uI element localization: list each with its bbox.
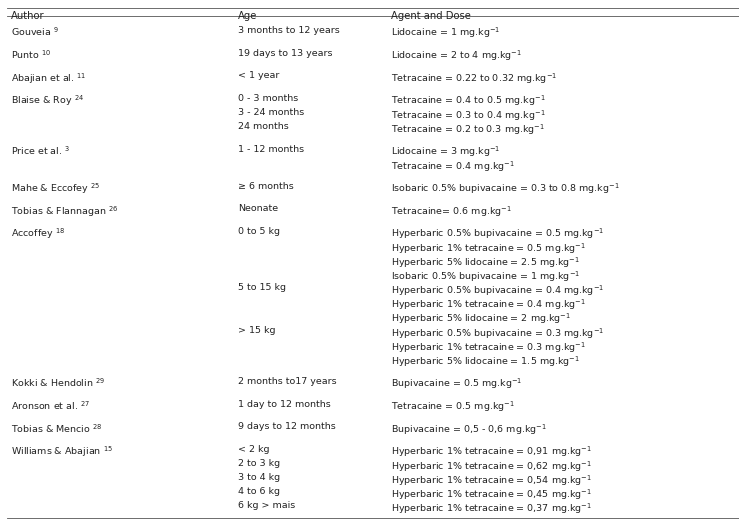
- Text: < 2 kg: < 2 kg: [238, 445, 269, 454]
- Text: 2 months to17 years: 2 months to17 years: [238, 377, 336, 386]
- Text: 19 days to 13 years: 19 days to 13 years: [238, 48, 332, 57]
- Text: 9 days to 12 months: 9 days to 12 months: [238, 422, 336, 431]
- Text: Tetracaine = 0.22 to 0.32 mg.kg$^{-1}$: Tetracaine = 0.22 to 0.32 mg.kg$^{-1}$: [391, 71, 557, 86]
- Text: Williams & Abajian $^{15}$: Williams & Abajian $^{15}$: [11, 445, 113, 459]
- Text: Tetracaine = 0.3 to 0.4 mg.kg$^{-1}$: Tetracaine = 0.3 to 0.4 mg.kg$^{-1}$: [391, 108, 546, 123]
- Text: Bupivacaine = 0.5 mg.kg$^{-1}$: Bupivacaine = 0.5 mg.kg$^{-1}$: [391, 377, 523, 391]
- Text: Aronson et al. $^{27}$: Aronson et al. $^{27}$: [11, 400, 90, 412]
- Text: Hyperbaric 5% lidocaine = 2 mg.kg$^{-1}$: Hyperbaric 5% lidocaine = 2 mg.kg$^{-1}$: [391, 312, 571, 326]
- Text: Author: Author: [11, 12, 45, 22]
- Text: Tetracaine = 0.5 mg.kg$^{-1}$: Tetracaine = 0.5 mg.kg$^{-1}$: [391, 400, 515, 414]
- Text: Hyperbaric 1% tetracaine = 0,45 mg.kg$^{-1}$: Hyperbaric 1% tetracaine = 0,45 mg.kg$^{…: [391, 487, 592, 502]
- Text: Abajian et al. $^{11}$: Abajian et al. $^{11}$: [11, 71, 87, 86]
- Text: Tetracaine= 0.6 mg.kg$^{-1}$: Tetracaine= 0.6 mg.kg$^{-1}$: [391, 204, 513, 219]
- Text: Hyperbaric 1% tetracaine = 0,54 mg.kg$^{-1}$: Hyperbaric 1% tetracaine = 0,54 mg.kg$^{…: [391, 473, 592, 488]
- Text: 24 months: 24 months: [238, 122, 289, 131]
- Text: Price et al. $^{3}$: Price et al. $^{3}$: [11, 145, 70, 157]
- Text: Tetracaine = 0.4 mg.kg$^{-1}$: Tetracaine = 0.4 mg.kg$^{-1}$: [391, 159, 515, 174]
- Text: 3 to 4 kg: 3 to 4 kg: [238, 473, 280, 482]
- Text: Tobias & Flannagan $^{26}$: Tobias & Flannagan $^{26}$: [11, 204, 119, 219]
- Text: Hyperbaric 5% lidocaine = 2.5 mg.kg$^{-1}$: Hyperbaric 5% lidocaine = 2.5 mg.kg$^{-1…: [391, 255, 580, 270]
- Text: Hyperbaric 5% lidocaine = 1.5 mg.kg$^{-1}$: Hyperbaric 5% lidocaine = 1.5 mg.kg$^{-1…: [391, 354, 580, 369]
- Text: Hyperbaric 1% tetracaine = 0,62 mg.kg$^{-1}$: Hyperbaric 1% tetracaine = 0,62 mg.kg$^{…: [391, 459, 592, 473]
- Text: Mahe & Eccofey $^{25}$: Mahe & Eccofey $^{25}$: [11, 181, 101, 196]
- Text: Blaise & Roy $^{24}$: Blaise & Roy $^{24}$: [11, 94, 84, 108]
- Text: 0 - 3 months: 0 - 3 months: [238, 94, 298, 103]
- Text: Hyperbaric 1% tetracaine = 0.4 mg.kg$^{-1}$: Hyperbaric 1% tetracaine = 0.4 mg.kg$^{-…: [391, 298, 586, 312]
- Text: Lidocaine = 1 mg.kg$^{-1}$: Lidocaine = 1 mg.kg$^{-1}$: [391, 26, 501, 41]
- Text: 1 day to 12 months: 1 day to 12 months: [238, 400, 330, 409]
- Text: Agent and Dose: Agent and Dose: [391, 12, 471, 22]
- Text: Hyperbaric 1% tetracaine = 0,37 mg.kg$^{-1}$: Hyperbaric 1% tetracaine = 0,37 mg.kg$^{…: [391, 501, 592, 516]
- Text: Kokki & Hendolin $^{29}$: Kokki & Hendolin $^{29}$: [11, 377, 105, 389]
- Text: 1 - 12 months: 1 - 12 months: [238, 145, 304, 154]
- Text: Lidocaine = 3 mg.kg$^{-1}$: Lidocaine = 3 mg.kg$^{-1}$: [391, 145, 501, 159]
- Text: Hyperbaric 1% tetracaine = 0.5 mg.kg$^{-1}$: Hyperbaric 1% tetracaine = 0.5 mg.kg$^{-…: [391, 241, 586, 256]
- Text: Hyperbaric 1% tetracaine = 0,91 mg.kg$^{-1}$: Hyperbaric 1% tetracaine = 0,91 mg.kg$^{…: [391, 445, 592, 459]
- Text: Neonate: Neonate: [238, 204, 278, 213]
- Text: Tetracaine = 0.4 to 0.5 mg.kg$^{-1}$: Tetracaine = 0.4 to 0.5 mg.kg$^{-1}$: [391, 94, 546, 108]
- Text: Gouveia $^{9}$: Gouveia $^{9}$: [11, 26, 59, 38]
- Text: Isobaric 0.5% bupivacaine = 0.3 to 0.8 mg.kg$^{-1}$: Isobaric 0.5% bupivacaine = 0.3 to 0.8 m…: [391, 181, 620, 196]
- Text: Hyperbaric 1% tetracaine = 0.3 mg.kg$^{-1}$: Hyperbaric 1% tetracaine = 0.3 mg.kg$^{-…: [391, 340, 586, 355]
- Text: 3 months to 12 years: 3 months to 12 years: [238, 26, 339, 35]
- Text: Isobaric 0.5% bupivacaine = 1 mg.kg$^{-1}$: Isobaric 0.5% bupivacaine = 1 mg.kg$^{-1…: [391, 269, 580, 284]
- Text: 5 to 15 kg: 5 to 15 kg: [238, 284, 286, 292]
- Text: Tobias & Mencio $^{28}$: Tobias & Mencio $^{28}$: [11, 422, 102, 435]
- Text: Bupivacaine = 0,5 - 0,6 mg.kg$^{-1}$: Bupivacaine = 0,5 - 0,6 mg.kg$^{-1}$: [391, 422, 548, 437]
- Text: > 15 kg: > 15 kg: [238, 326, 275, 335]
- Text: Lidocaine = 2 to 4 mg.kg$^{-1}$: Lidocaine = 2 to 4 mg.kg$^{-1}$: [391, 48, 522, 63]
- Text: Hyperbaric 0.5% bupivacaine = 0.4 mg.kg$^{-1}$: Hyperbaric 0.5% bupivacaine = 0.4 mg.kg$…: [391, 284, 604, 298]
- Text: 0 to 5 kg: 0 to 5 kg: [238, 227, 280, 236]
- Text: Punto $^{10}$: Punto $^{10}$: [11, 48, 51, 61]
- Text: 4 to 6 kg: 4 to 6 kg: [238, 487, 280, 496]
- Text: Age: Age: [238, 12, 257, 22]
- Text: 6 kg > mais: 6 kg > mais: [238, 501, 295, 510]
- Text: Hyperbaric 0.5% bupivacaine = 0.5 mg.kg$^{-1}$: Hyperbaric 0.5% bupivacaine = 0.5 mg.kg$…: [391, 227, 604, 241]
- Text: Accoffey $^{18}$: Accoffey $^{18}$: [11, 227, 65, 241]
- Text: 3 - 24 months: 3 - 24 months: [238, 108, 304, 117]
- Text: Tetracaine = 0.2 to 0.3 mg.kg$^{-1}$: Tetracaine = 0.2 to 0.3 mg.kg$^{-1}$: [391, 122, 545, 137]
- Text: 2 to 3 kg: 2 to 3 kg: [238, 459, 280, 468]
- Text: < 1 year: < 1 year: [238, 71, 279, 80]
- Text: Hyperbaric 0.5% bupivacaine = 0.3 mg.kg$^{-1}$: Hyperbaric 0.5% bupivacaine = 0.3 mg.kg$…: [391, 326, 604, 340]
- Text: ≥ 6 months: ≥ 6 months: [238, 181, 293, 190]
